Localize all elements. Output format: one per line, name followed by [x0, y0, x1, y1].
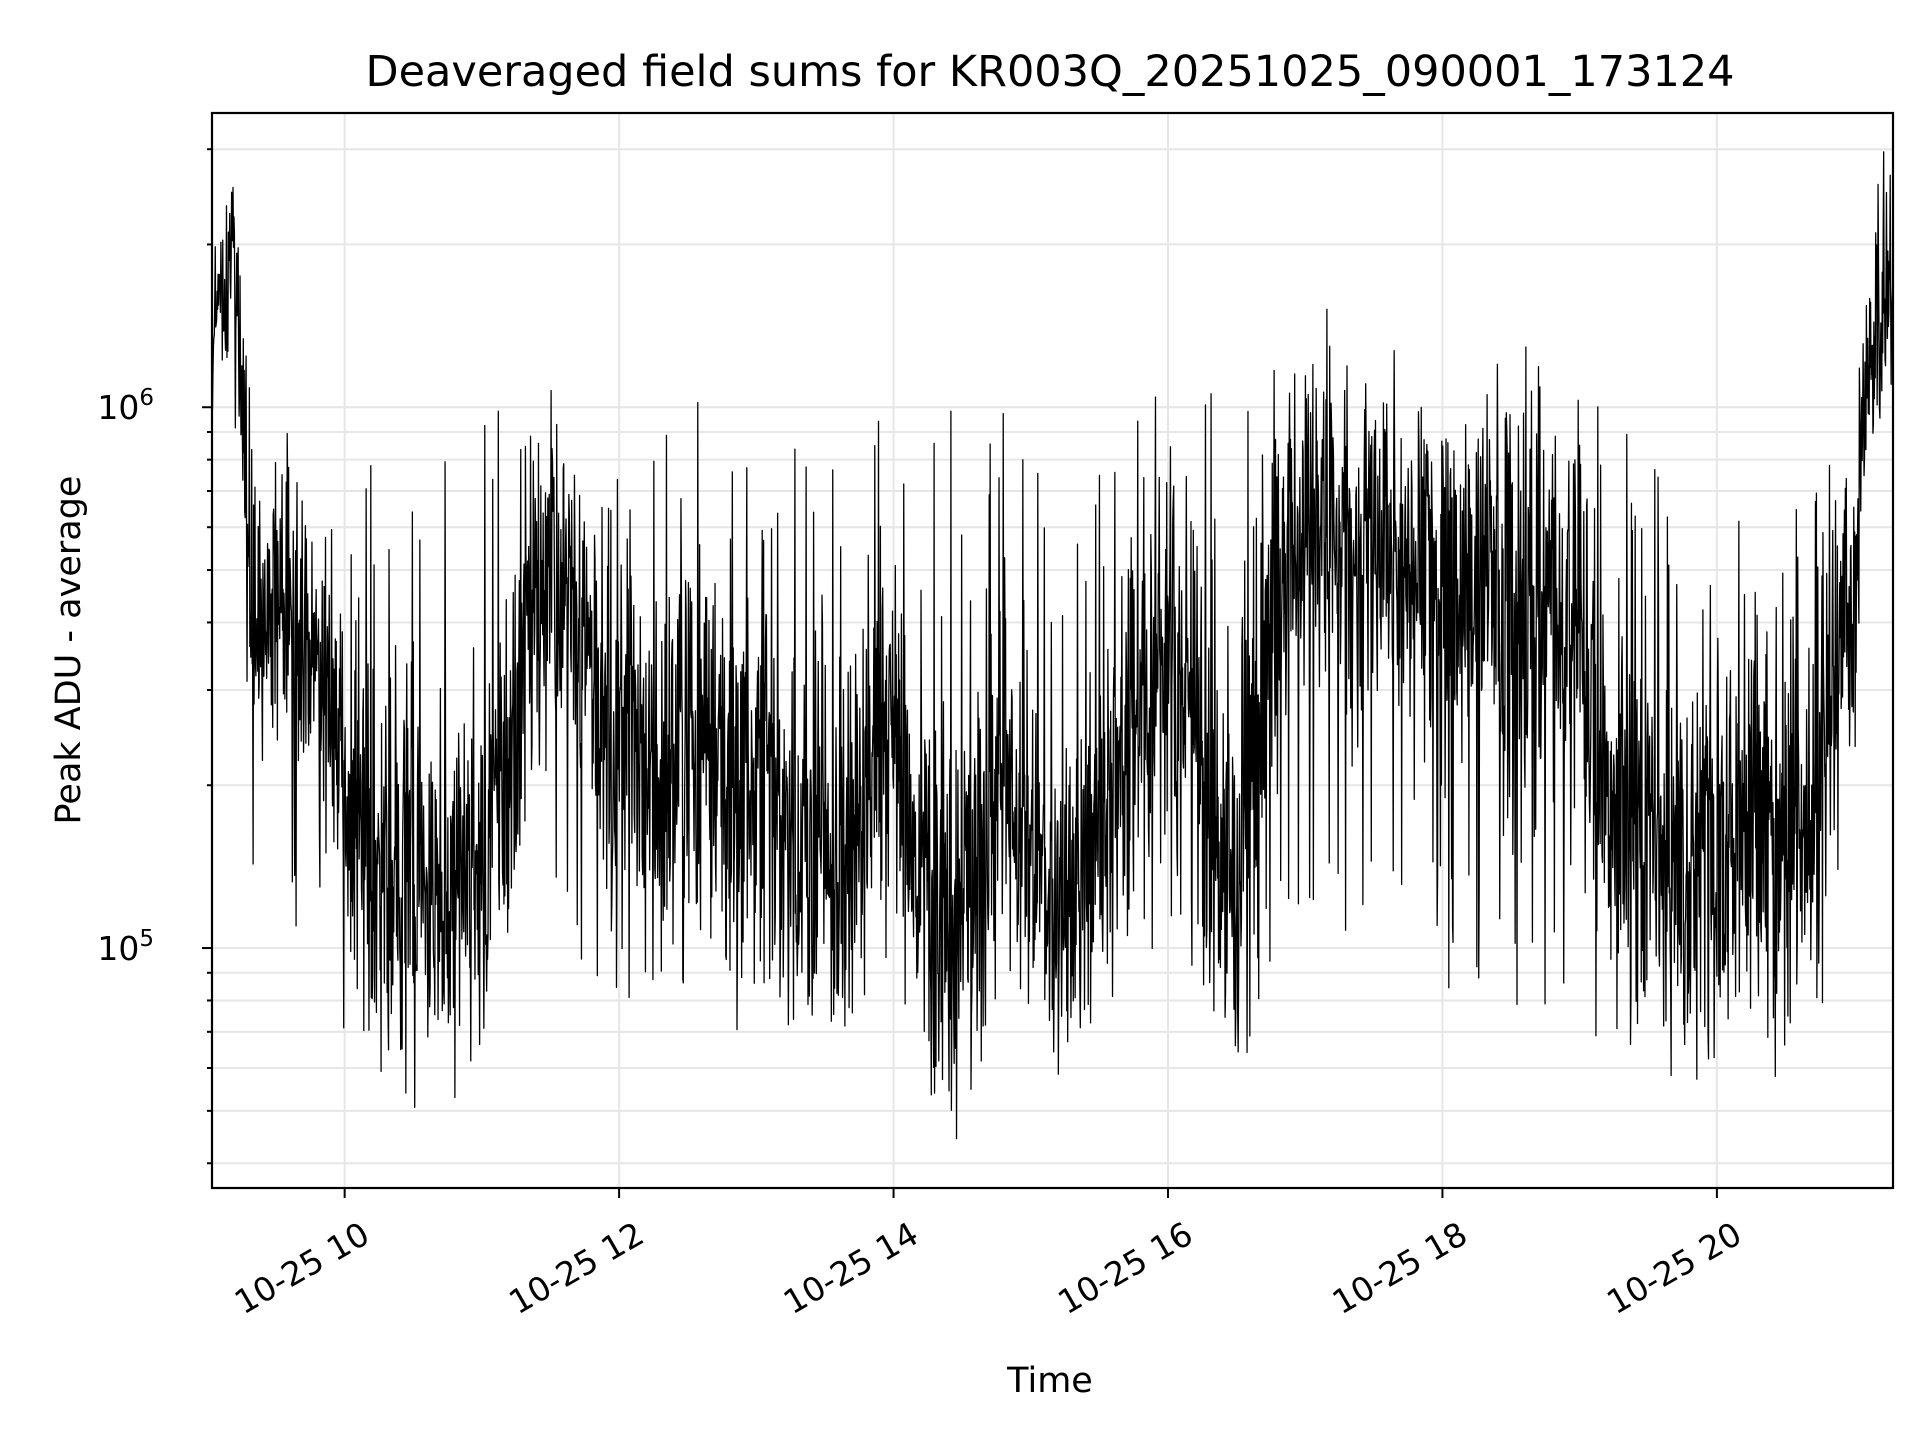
grid — [212, 113, 1893, 1188]
y-tick-label: 106 — [97, 385, 154, 427]
x-axis-label: Time — [1006, 1361, 1093, 1401]
x-tick-label: 10-25 14 — [777, 1214, 925, 1322]
y-axis-label: Peak ADU - average — [49, 476, 89, 825]
series-line — [211, 151, 1894, 1140]
x-tick-label: 10-25 16 — [1051, 1214, 1199, 1322]
y-tick-label: 105 — [97, 926, 154, 968]
x-tick-label: 10-25 18 — [1326, 1214, 1474, 1322]
x-tick-label: 10-25 12 — [502, 1214, 650, 1322]
x-tick-label: 10-25 10 — [228, 1214, 376, 1322]
chart-title: Deaveraged field sums for KR003Q_2025102… — [365, 47, 1734, 97]
x-tick-label: 10-25 20 — [1600, 1214, 1748, 1322]
plot-area — [211, 151, 1894, 1140]
plot-frame — [210, 111, 1895, 1190]
